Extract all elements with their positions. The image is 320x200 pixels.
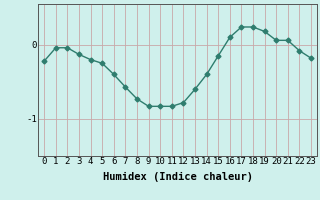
X-axis label: Humidex (Indice chaleur): Humidex (Indice chaleur) xyxy=(103,172,252,182)
